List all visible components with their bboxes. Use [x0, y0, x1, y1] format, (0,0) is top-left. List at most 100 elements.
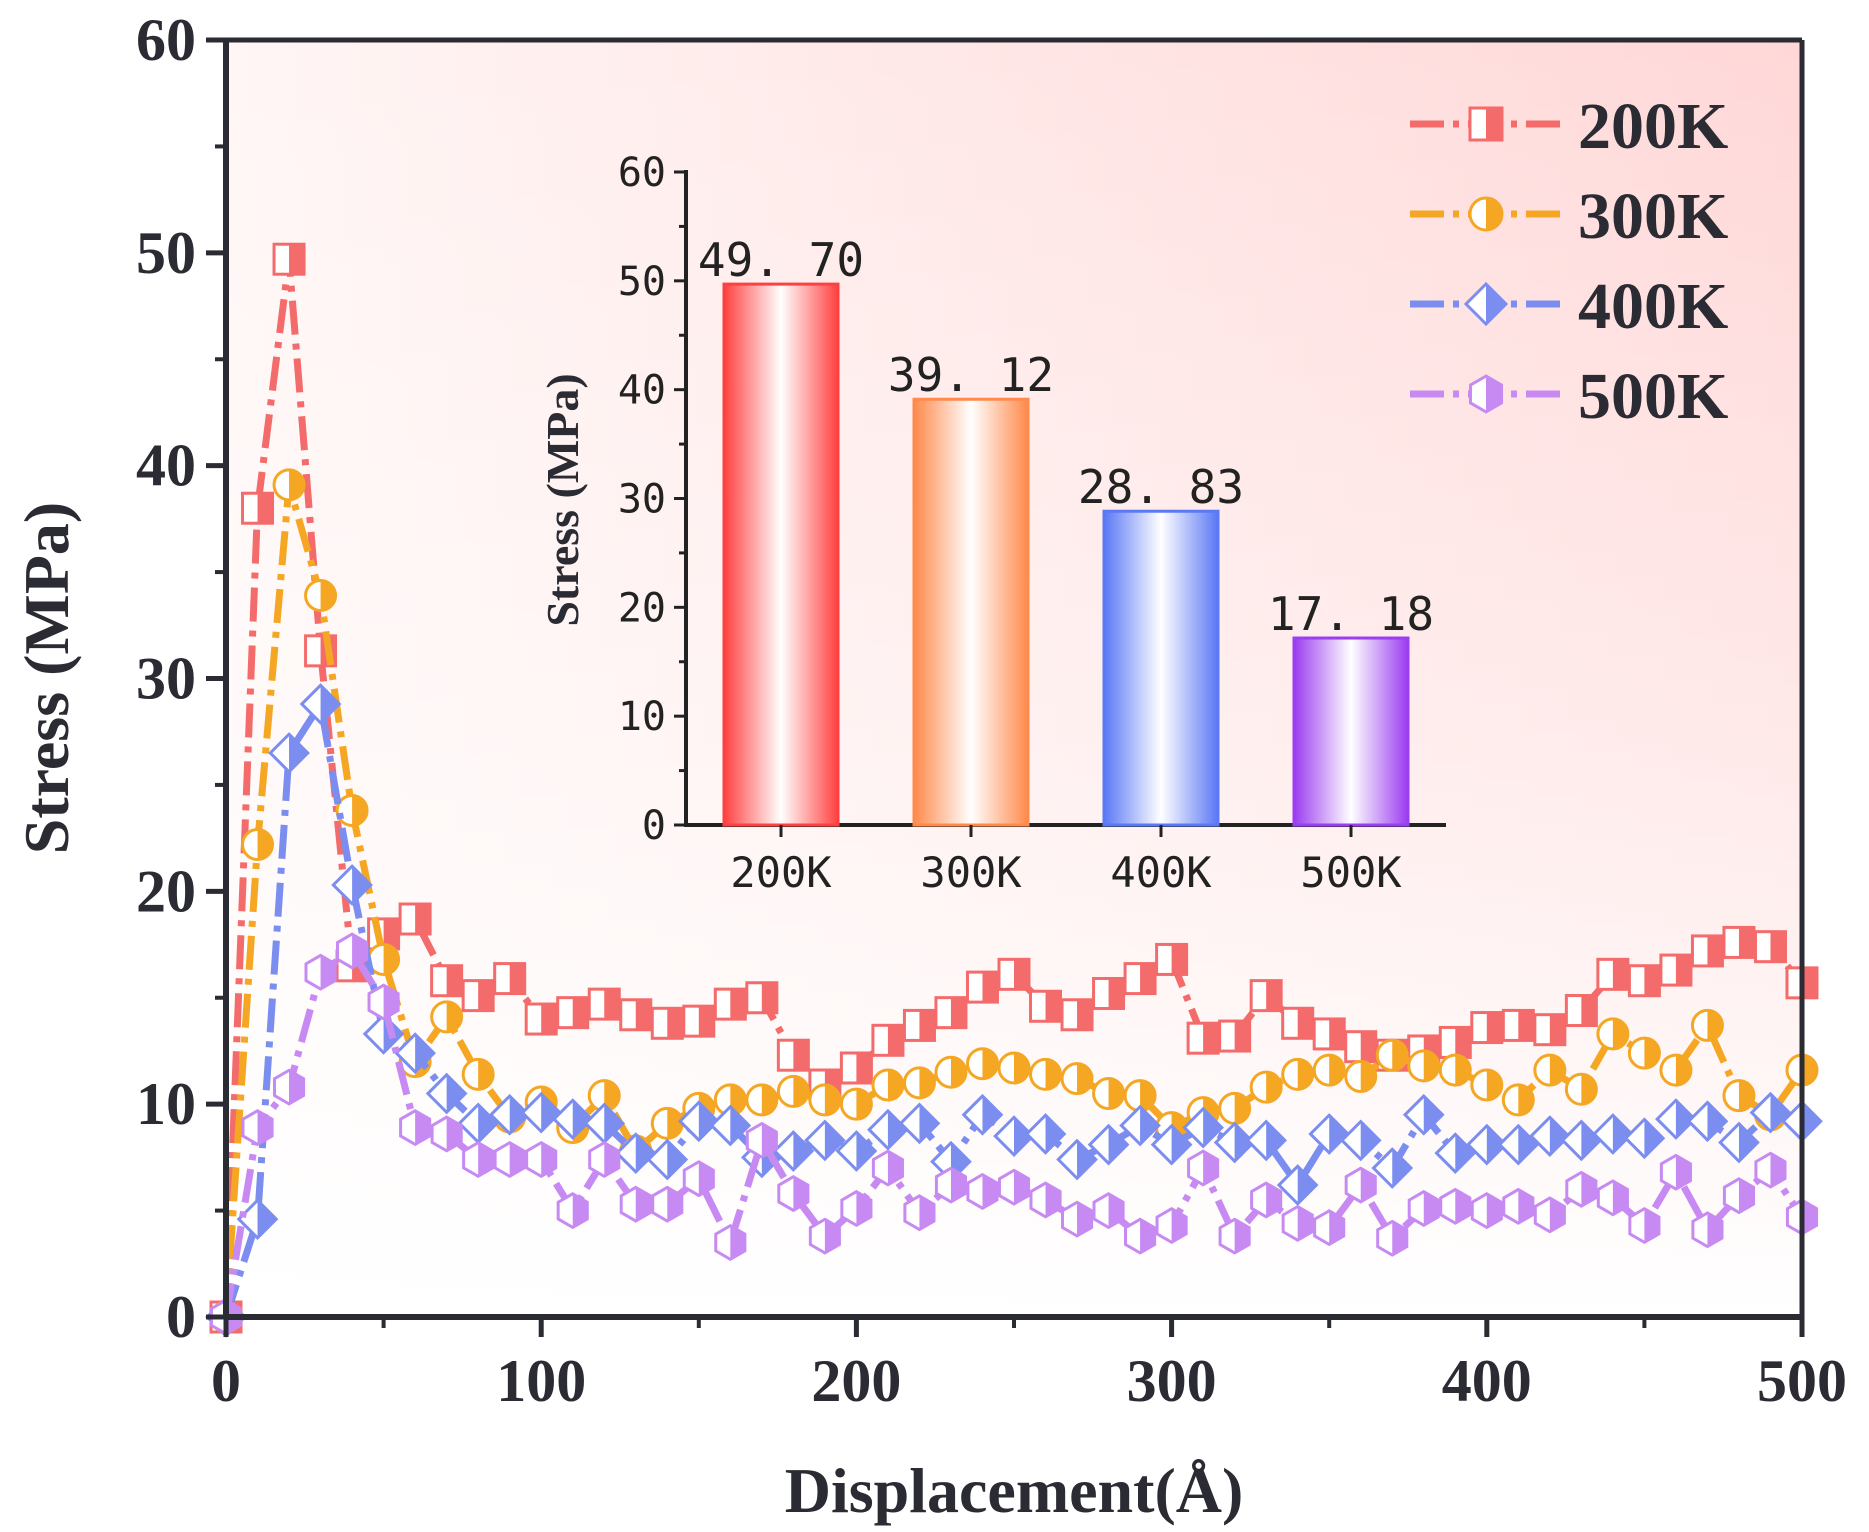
main-x-tick-label: 500 [1757, 1348, 1847, 1414]
data-point-500K [1250, 1181, 1283, 1219]
inset-y-tick-label: 40 [618, 368, 666, 414]
data-point-400K [236, 1198, 279, 1240]
data-point-500K [1376, 1219, 1409, 1257]
data-point-500K [840, 1189, 873, 1227]
data-point-500K [1565, 1170, 1598, 1208]
data-point-200K [1344, 1030, 1378, 1064]
data-point-400K [993, 1115, 1035, 1157]
data-point-400K [961, 1093, 1004, 1136]
inset-bar-500K [1292, 636, 1410, 827]
main-y-tick-label: 60 [136, 7, 196, 73]
data-point-500K [1785, 1198, 1819, 1236]
data-point-200K [650, 1006, 684, 1040]
data-point-300K [745, 1083, 779, 1117]
inset-bar-value-label: 49. 70 [698, 233, 864, 287]
inset-y-tick-label: 20 [618, 585, 666, 631]
data-point-400K [614, 1132, 657, 1174]
data-point-500K [241, 1109, 274, 1147]
data-point-200K [839, 1051, 873, 1085]
data-point-500K [1218, 1217, 1251, 1255]
data-point-200K [1564, 994, 1598, 1028]
data-point-300K [1218, 1091, 1252, 1125]
data-point-200K [713, 987, 747, 1021]
legend-marker-200K [1468, 106, 1504, 142]
legend-item-300K: 300K [1410, 180, 1728, 253]
data-point-300K [839, 1087, 873, 1121]
data-point-300K [1281, 1057, 1315, 1091]
data-point-300K [304, 578, 338, 612]
data-point-400K [457, 1102, 500, 1145]
data-point-400K [1308, 1113, 1351, 1155]
data-point-300K [1722, 1079, 1756, 1113]
data-point-200K [1249, 979, 1283, 1013]
inset-y-axis-label: Stress (MPa) [537, 373, 588, 626]
legend-label: 500K [1578, 360, 1728, 433]
data-point-200K [1123, 962, 1157, 996]
data-point-300K [241, 828, 275, 862]
data-point-200K [1596, 957, 1630, 991]
data-point-400K [1434, 1132, 1477, 1174]
data-point-200K [1627, 964, 1661, 998]
data-point-200K [1281, 1006, 1315, 1040]
data-point-200K [871, 1023, 905, 1057]
data-point-500K [1029, 1181, 1062, 1219]
data-point-300K [1123, 1079, 1157, 1113]
inset-x-tick-label: 400K [1110, 848, 1212, 897]
data-point-500K [556, 1192, 589, 1230]
main-y-tick-label: 50 [136, 220, 196, 286]
data-point-300K [1375, 1038, 1409, 1072]
data-point-300K [1533, 1053, 1567, 1087]
data-point-400K [772, 1130, 815, 1172]
data-point-200K [398, 902, 432, 936]
data-point-200K [902, 1008, 936, 1042]
data-point-500K [1313, 1209, 1346, 1247]
data-point-200K [430, 964, 464, 998]
data-point-200K [524, 1002, 558, 1036]
main-y-axis-label: Stress (MPa) [11, 502, 82, 855]
data-point-300K [1596, 1017, 1630, 1051]
inset-bar-value-label: 28. 83 [1078, 460, 1244, 514]
data-point-400K [1528, 1115, 1571, 1157]
data-point-400K [1402, 1093, 1445, 1136]
inset-bar-chart: 0 10 20 30 40 50 60 49. 70 200K 39. 12 300K 28. 83 4… [537, 150, 1446, 897]
data-point-200K [1312, 1017, 1346, 1051]
main-y-tick-label: 10 [136, 1071, 196, 1137]
data-point-400K [1623, 1117, 1666, 1160]
data-point-200K [1533, 1013, 1567, 1047]
inset-bar-200K [722, 282, 840, 827]
data-point-200K [1722, 925, 1756, 959]
data-point-400K [1718, 1121, 1760, 1164]
legend-label: 300K [1578, 180, 1728, 253]
data-point-300K [1312, 1053, 1346, 1087]
data-point-300K [902, 1066, 936, 1100]
inset-bar-value-label: 17. 18 [1268, 587, 1434, 641]
data-point-500K [777, 1175, 810, 1213]
data-point-400K [1087, 1123, 1130, 1166]
data-point-500K [493, 1140, 526, 1179]
data-point-500K [588, 1140, 621, 1179]
data-point-400K [1119, 1104, 1161, 1147]
data-point-200K [776, 1038, 810, 1072]
data-point-400K [1182, 1106, 1224, 1149]
data-point-500K [399, 1109, 432, 1147]
data-point-300K [776, 1074, 810, 1108]
data-point-400K [1213, 1121, 1256, 1164]
data-point-300K [1501, 1083, 1535, 1117]
legend-label: 200K [1578, 90, 1728, 163]
data-point-400K [835, 1130, 878, 1172]
data-point-200K [745, 981, 779, 1015]
data-point-400K [1371, 1147, 1414, 1189]
data-point-400K [488, 1093, 531, 1136]
data-point-200K [1470, 1011, 1504, 1045]
main-x-tick-label: 300 [1127, 1348, 1217, 1414]
data-point-500K [934, 1166, 968, 1204]
data-point-500K [1187, 1149, 1220, 1187]
main-x-tick-label: 400 [1442, 1348, 1532, 1414]
inset-bar-300K [912, 397, 1030, 827]
data-point-300K [272, 468, 306, 502]
data-point-400K [709, 1104, 752, 1147]
main-x-tick-label: 0 [211, 1348, 241, 1414]
data-point-500K [1155, 1206, 1188, 1245]
data-point-400K [1497, 1123, 1540, 1166]
